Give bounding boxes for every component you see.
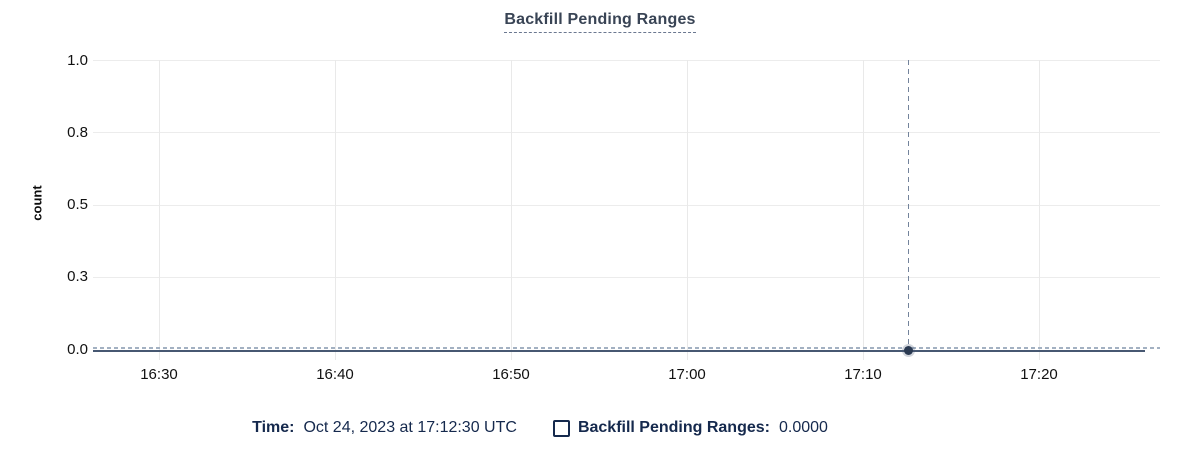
h-gridline — [93, 60, 1160, 61]
x-tick-label: 16:50 — [492, 366, 530, 383]
y-tick-label: 0.3 — [67, 268, 88, 285]
legend-time-value: Oct 24, 2023 at 17:12:30 UTC — [303, 419, 517, 436]
v-gridline — [335, 60, 336, 360]
legend-time-label: Time: — [252, 419, 295, 436]
legend-series-value: 0.0000 — [778, 419, 828, 436]
plot-area[interactable] — [93, 60, 1160, 360]
h-gridline — [93, 132, 1160, 133]
hover-legend: Time: Oct 24, 2023 at 17:12:30 UTC Backf… — [0, 419, 1140, 437]
y-tick-label: 1.0 — [67, 52, 88, 69]
v-gridline — [863, 60, 864, 360]
h-gridline — [93, 205, 1160, 206]
v-gridline — [159, 60, 160, 360]
v-gridline — [687, 60, 688, 360]
zero-axis-dashed-line — [93, 347, 1160, 349]
x-tick-label: 16:40 — [316, 366, 354, 383]
hover-point-dot — [904, 346, 913, 355]
x-tick-label: 17:10 — [844, 366, 882, 383]
x-tick-label: 16:30 — [140, 366, 178, 383]
crosshair-line — [908, 60, 909, 350]
y-tick-label: 0.8 — [67, 124, 88, 141]
chart-header: Backfill Pending Ranges — [0, 11, 1200, 33]
legend-series-item[interactable]: Backfill Pending Ranges: 0.0000 — [552, 419, 828, 437]
y-tick-label: 0.5 — [67, 196, 88, 213]
y-tick-label: 0.0 — [67, 341, 88, 358]
series-checkbox[interactable] — [552, 419, 570, 437]
chart-title[interactable]: Backfill Pending Ranges — [504, 11, 696, 33]
v-gridline — [1039, 60, 1040, 360]
h-gridline — [93, 277, 1160, 278]
v-gridline — [511, 60, 512, 360]
x-tick-label: 17:00 — [668, 366, 706, 383]
x-tick-label: 17:20 — [1020, 366, 1058, 383]
series-line — [93, 350, 1145, 352]
legend-series-label[interactable]: Backfill Pending Ranges: — [577, 419, 770, 436]
